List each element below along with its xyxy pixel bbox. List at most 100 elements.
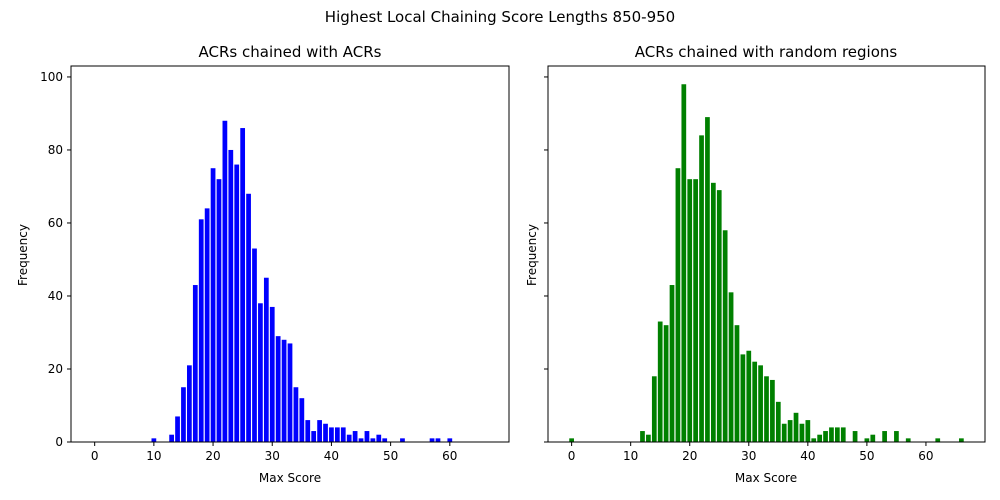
left-y-axis-label: Frequency — [16, 224, 30, 286]
right-x-axis-label: Max Score — [735, 471, 797, 485]
right-bar-31 — [752, 361, 758, 442]
left-bar-14 — [175, 416, 180, 442]
left-x-tick-label-50: 50 — [383, 449, 398, 463]
left-bar-34 — [293, 387, 299, 442]
right-bar-53 — [882, 431, 887, 442]
left-bar-37 — [311, 431, 317, 442]
left-x-tick-label-60: 60 — [442, 449, 457, 463]
right-bar-28 — [734, 325, 740, 442]
left-x-axis-label: Max Score — [259, 471, 321, 485]
right-bar-22 — [699, 135, 704, 443]
left-bar-43 — [346, 434, 352, 442]
right-bar-46 — [840, 427, 846, 442]
right-bar-45 — [835, 427, 840, 442]
right-bar-51 — [870, 434, 876, 442]
left-bar-48 — [376, 434, 382, 442]
right-bar-21 — [693, 179, 698, 443]
right-bar-44 — [829, 427, 834, 442]
left-bar-19 — [204, 208, 210, 442]
right-bar-62 — [935, 438, 941, 442]
right-bar-13 — [646, 434, 651, 442]
right-bar-40 — [805, 420, 811, 442]
left-bar-15 — [181, 387, 186, 442]
right-bar-27 — [728, 292, 734, 442]
left-bar-44 — [352, 431, 358, 442]
left-bar-29 — [263, 277, 269, 442]
left-x-tick-label-10: 10 — [146, 449, 161, 463]
left-bar-10 — [151, 438, 157, 442]
right-subplot-title: ACRs chained with random regions — [635, 43, 898, 61]
right-bar-14 — [651, 376, 657, 442]
right-bar-37 — [787, 420, 793, 442]
right-x-tick-label-10: 10 — [623, 449, 638, 463]
right-bar-23 — [705, 117, 710, 443]
left-x-tick-label-20: 20 — [205, 449, 220, 463]
left-bar-49 — [382, 438, 388, 442]
left-y-tick-label-60: 60 — [48, 216, 63, 230]
right-bar-50 — [864, 438, 870, 442]
right-bar-19 — [681, 84, 687, 442]
right-bar-36 — [781, 423, 787, 442]
left-bar-25 — [240, 128, 246, 442]
left-bar-36 — [305, 420, 311, 442]
left-y-tick-label-100: 100 — [40, 70, 63, 84]
left-y-tick-label-80: 80 — [48, 143, 63, 157]
right-bar-0 — [569, 438, 574, 442]
right-bar-66 — [959, 438, 964, 442]
right-bar-41 — [811, 438, 817, 442]
right-bar-35 — [775, 401, 781, 442]
left-bar-47 — [370, 438, 376, 442]
left-bar-13 — [169, 434, 174, 442]
right-bar-38 — [793, 412, 799, 442]
left-bar-35 — [299, 398, 305, 442]
left-bar-58 — [435, 438, 441, 442]
left-bar-32 — [281, 339, 287, 442]
right-x-tick-label-60: 60 — [918, 449, 933, 463]
left-axes-frame — [70, 65, 510, 443]
right-bar-17 — [669, 285, 675, 442]
right-bar-16 — [663, 325, 669, 442]
right-y-axis-label: Frequency — [525, 224, 539, 286]
figure-title: Highest Local Chaining Score Lengths 850… — [325, 8, 675, 26]
right-axes-frame — [547, 65, 986, 443]
left-subplot-title: ACRs chained with ACRs — [199, 43, 382, 61]
left-bar-38 — [317, 420, 322, 442]
right-bar-39 — [799, 423, 805, 442]
right-bar-34 — [770, 379, 775, 442]
right-bar-57 — [905, 438, 911, 442]
right-x-tick-label-40: 40 — [800, 449, 815, 463]
left-bar-30 — [269, 306, 275, 442]
right-bar-55 — [894, 431, 899, 442]
left-x-tick-label-40: 40 — [324, 449, 339, 463]
right-bar-15 — [657, 321, 663, 442]
left-bar-27 — [252, 248, 257, 442]
left-x-tick-label-0: 0 — [91, 449, 99, 463]
right-subplot: ACRs chained with random regions Max Sco… — [525, 43, 986, 485]
left-y-tick-label-40: 40 — [48, 289, 63, 303]
left-bar-52 — [400, 438, 405, 442]
right-bar-33 — [764, 376, 769, 442]
left-bar-46 — [364, 431, 370, 442]
right-bar-18 — [675, 168, 681, 442]
left-y-tick-label-0: 0 — [55, 435, 63, 449]
left-bar-28 — [258, 303, 263, 442]
right-bar-43 — [823, 431, 828, 442]
right-bar-25 — [716, 190, 722, 442]
right-x-tick-label-20: 20 — [682, 449, 697, 463]
left-bar-57 — [429, 438, 435, 442]
left-bar-16 — [187, 365, 192, 442]
right-x-tick-label-0: 0 — [568, 449, 576, 463]
right-bar-26 — [722, 230, 728, 442]
right-bar-30 — [746, 350, 752, 442]
right-bar-42 — [817, 434, 823, 442]
right-bar-12 — [640, 431, 645, 442]
left-bar-39 — [323, 423, 328, 442]
left-bar-18 — [198, 219, 204, 442]
right-bar-32 — [758, 365, 763, 442]
left-bar-22 — [222, 120, 228, 442]
right-x-tick-label-50: 50 — [859, 449, 874, 463]
left-bar-20 — [210, 168, 216, 442]
left-bar-21 — [216, 179, 222, 443]
left-x-tick-label-30: 30 — [265, 449, 280, 463]
